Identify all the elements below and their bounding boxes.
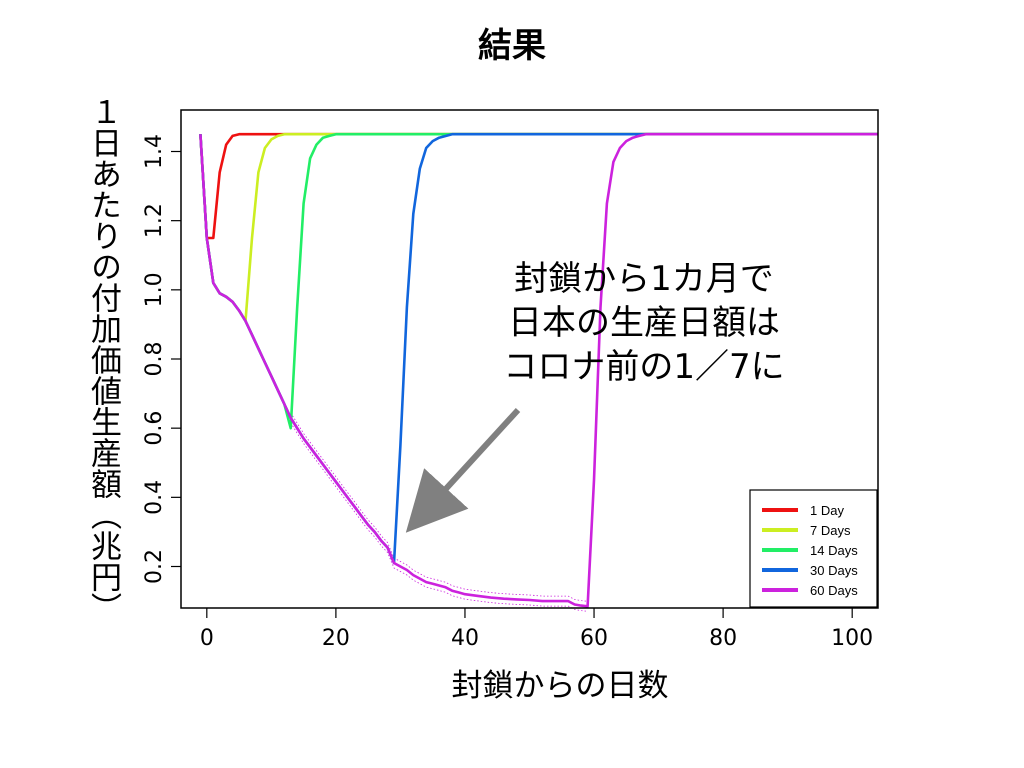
- y-axis: 0.2 0.4 0.6 0.8 1.0 1.2 1.4: [142, 134, 181, 584]
- legend: 1 Day 7 Days 14 Days 30 Days 60 Days: [749, 489, 878, 608]
- legend-entry: 14 Days: [810, 543, 858, 558]
- annotation-text: 封鎖から1カ月で日本の生産日額はコロナ前の1／7に: [503, 259, 784, 387]
- x-tick-label: 0: [200, 626, 214, 651]
- page-title: 結果: [478, 26, 546, 66]
- x-tick-label: 80: [709, 626, 737, 651]
- series-line-5: [199, 132, 878, 608]
- series-line-1: [199, 132, 878, 240]
- y-tick-label: 1.2: [142, 203, 167, 238]
- annotation-line: コロナ前の1／7に: [503, 347, 784, 387]
- x-tick-label: 100: [831, 626, 873, 651]
- y-tick-label: 1.0: [142, 272, 167, 307]
- x-tick-label: 60: [580, 626, 608, 651]
- legend-entry: 7 Days: [810, 523, 851, 538]
- upper-band-line: [290, 412, 588, 602]
- y-tick-label: 0.6: [142, 411, 167, 446]
- legend-entry: 30 Days: [810, 563, 858, 578]
- series-layer: [199, 132, 878, 612]
- legend-entry: 1 Day: [810, 503, 844, 518]
- x-axis-label: 封鎖からの日数: [451, 668, 669, 704]
- y-axis-label: １日あたりの付加価値生産額（兆円）: [85, 96, 121, 623]
- lower-band-line: [290, 422, 588, 612]
- x-tick-label: 40: [451, 626, 479, 651]
- y-tick-label: 0.2: [142, 549, 167, 584]
- y-tick-label: 0.4: [142, 480, 167, 515]
- annotation-arrow: [405, 407, 521, 533]
- annotation-line: 封鎖から1カ月で: [514, 259, 774, 299]
- y-tick-label: 1.4: [142, 134, 167, 169]
- legend-entry: 60 Days: [810, 583, 858, 598]
- x-tick-label: 20: [322, 626, 350, 651]
- annotation-line: 日本の生産日額は: [508, 303, 780, 343]
- x-axis: 0 20 40 60 80 100: [200, 608, 873, 651]
- y-tick-label: 0.8: [142, 342, 167, 377]
